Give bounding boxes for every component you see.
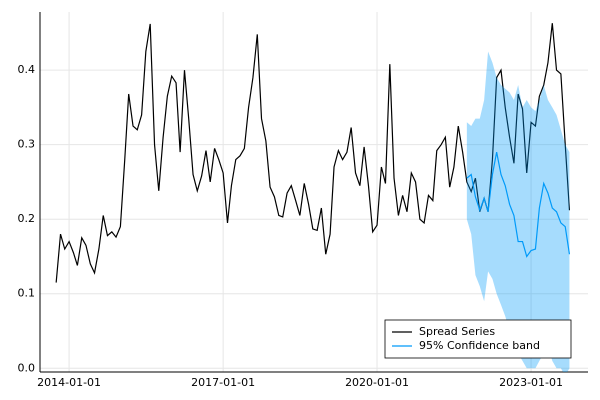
y-tick-label: 0.1 xyxy=(18,287,36,300)
y-tick-label: 0.0 xyxy=(18,361,36,374)
series-line xyxy=(466,152,571,258)
legend-label: 95% Confidence band xyxy=(419,339,540,352)
x-tick-label: 2017-01-01 xyxy=(191,376,255,389)
x-tick-label: 2023-01-01 xyxy=(499,376,563,389)
y-tick-label: 0.4 xyxy=(18,63,36,76)
legend-box xyxy=(384,319,572,359)
confidence-band xyxy=(466,51,570,372)
x-tick-label: 2020-01-01 xyxy=(345,376,409,389)
y-tick-label: 0.3 xyxy=(18,138,36,151)
x-tick-label: 2014-01-01 xyxy=(37,376,101,389)
legend-label: Spread Series xyxy=(419,325,495,338)
y-tick-label: 0.2 xyxy=(18,212,36,225)
